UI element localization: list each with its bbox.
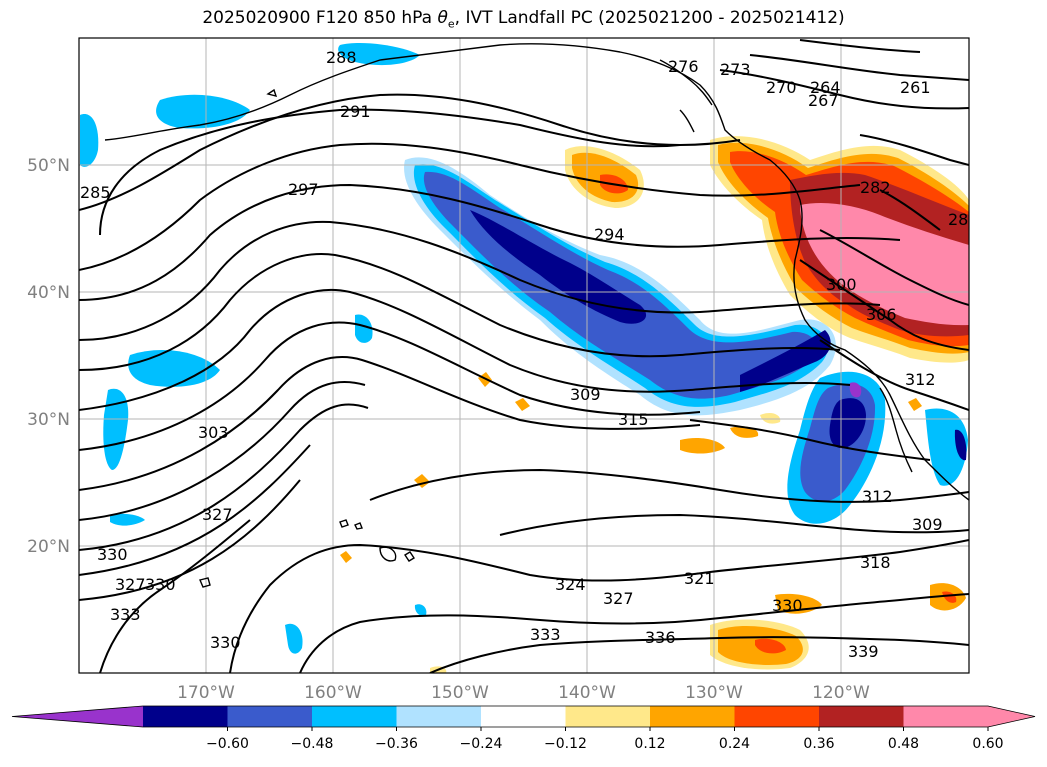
plot-frame xyxy=(78,37,970,674)
colorbar-outline xyxy=(11,705,1036,728)
contour-label: 312 xyxy=(905,370,936,389)
latitude-labels: 50°N 40°N 30°N 20°N xyxy=(27,156,70,557)
colorbar-segment xyxy=(312,706,397,727)
contour-label: 28 xyxy=(948,210,968,229)
lon-label: 160°W xyxy=(304,683,362,703)
colorbar-segment xyxy=(650,706,735,727)
contour-label: 267 xyxy=(808,91,839,110)
colorbar-segment xyxy=(143,706,228,727)
longitude-labels: 170°W 160°W 150°W 140°W 130°W 120°W xyxy=(177,683,870,703)
plot-area: 288 291 297 294 276 273 270 264 267 261 … xyxy=(79,38,969,673)
contour-label: 333 xyxy=(530,625,561,644)
contour-label: 330 xyxy=(210,633,241,652)
lon-label: 140°W xyxy=(558,683,616,703)
contour-label: 315 xyxy=(618,410,649,429)
contour-label: 330 xyxy=(145,575,176,594)
negative-shading xyxy=(80,43,968,654)
contour-label: 321 xyxy=(684,569,715,588)
contour-label: 330 xyxy=(97,545,128,564)
colorbar-segment xyxy=(734,706,820,727)
colorbar-tick-label: −0.48 xyxy=(291,736,334,752)
theta-e-contours xyxy=(79,39,969,673)
contour-label: 333 xyxy=(110,605,141,624)
contour-label: 303 xyxy=(198,423,229,442)
contour-label: 261 xyxy=(900,78,931,97)
graticule xyxy=(79,38,969,673)
contour-label: 327 xyxy=(115,575,146,594)
colorbar-tick-label: −0.24 xyxy=(460,736,503,752)
lat-label: 40°N xyxy=(27,283,70,303)
lon-label: 130°W xyxy=(685,683,743,703)
lon-label: 170°W xyxy=(177,683,235,703)
contour-label: 309 xyxy=(912,515,943,534)
contour-label: 324 xyxy=(555,575,586,594)
contour-labels: 288 291 297 294 276 273 270 264 267 261 … xyxy=(80,48,968,661)
lat-label: 50°N xyxy=(27,156,70,176)
colorbar-segment xyxy=(565,706,651,727)
colorbar-segment xyxy=(227,706,313,727)
contour-label: 309 xyxy=(570,385,601,404)
lat-label: 30°N xyxy=(27,410,70,430)
colorbar-extend-min xyxy=(12,706,143,727)
colorbar-segment xyxy=(396,706,482,727)
colorbar: −0.60 −0.48 −0.36 −0.24 −0.12 0.12 0.24 0.36 0.4… xyxy=(11,705,1036,752)
contour-label: 300 xyxy=(826,275,857,294)
colorbar-tick-label: 0.36 xyxy=(803,736,834,752)
colorbar-tick-label: 0.48 xyxy=(888,736,919,752)
contour-label: 339 xyxy=(848,642,879,661)
contour-label: 291 xyxy=(340,102,371,121)
contour-label: 297 xyxy=(288,180,319,199)
colorbar-tick-label: 0.60 xyxy=(972,736,1003,752)
colorbar-tick-label: 0.24 xyxy=(719,736,750,752)
contour-label: 276 xyxy=(668,57,699,76)
contour-label: 330 xyxy=(772,596,803,615)
contour-label: 273 xyxy=(720,60,751,79)
contour-label: 327 xyxy=(603,589,634,608)
colorbar-extend-max xyxy=(988,706,1035,727)
contour-label: 312 xyxy=(862,487,893,506)
colorbar-segment xyxy=(903,706,989,727)
lon-label: 150°W xyxy=(431,683,489,703)
colorbar-segment xyxy=(481,706,566,727)
colorbar-segment xyxy=(819,706,904,727)
contour-label: 288 xyxy=(326,48,357,67)
contour-label: 318 xyxy=(860,553,891,572)
contour-label: 336 xyxy=(645,628,676,647)
contour-label: 327 xyxy=(202,505,233,524)
lon-label: 120°W xyxy=(812,683,870,703)
contour-label: 282 xyxy=(860,178,891,197)
coastlines xyxy=(104,43,969,588)
contour-label: 306 xyxy=(866,305,897,324)
lat-label: 20°N xyxy=(27,537,70,557)
colorbar-tick-label: 0.12 xyxy=(634,736,665,752)
contour-label: 270 xyxy=(766,78,797,97)
colorbar-tick-label: −0.60 xyxy=(206,736,249,752)
positive-shading xyxy=(340,136,969,673)
contour-label: 264 xyxy=(810,78,841,97)
contour-label: 285 xyxy=(80,183,111,202)
contour-label: 294 xyxy=(594,225,625,244)
map-title: 2025020900 F120 850 hPa θe, IVT Landfall… xyxy=(202,8,845,31)
colorbar-tick-label: −0.36 xyxy=(375,736,418,752)
colorbar-tick-label: −0.12 xyxy=(544,736,587,752)
